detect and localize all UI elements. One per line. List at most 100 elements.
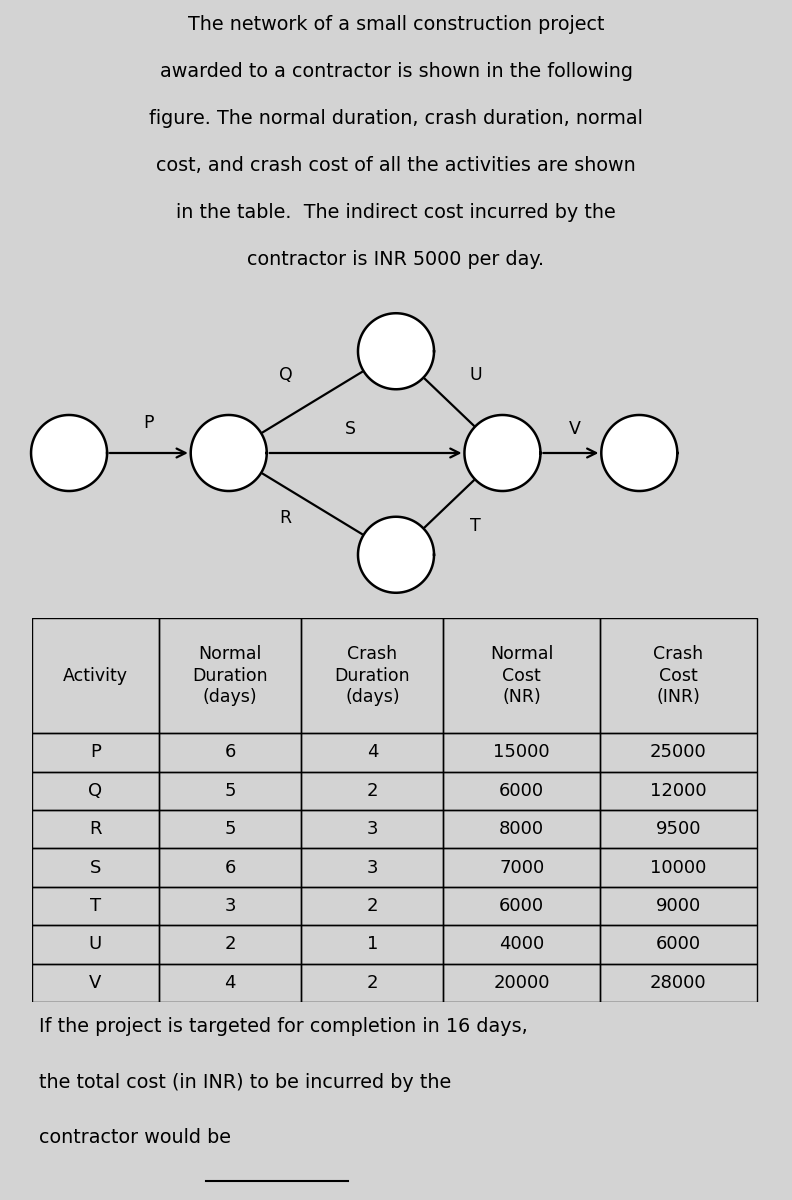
Text: 5: 5: [224, 821, 236, 838]
Text: 9500: 9500: [656, 821, 701, 838]
Bar: [159, 925, 301, 964]
Bar: [301, 618, 444, 733]
Text: 15000: 15000: [493, 743, 550, 761]
Text: S: S: [89, 859, 101, 876]
Text: R: R: [280, 509, 291, 527]
Bar: [32, 887, 159, 925]
Text: awarded to a contractor is shown in the following: awarded to a contractor is shown in the …: [159, 62, 633, 80]
Text: figure. The normal duration, crash duration, normal: figure. The normal duration, crash durat…: [149, 109, 643, 128]
Text: 1: 1: [367, 936, 378, 953]
Text: 9000: 9000: [656, 898, 701, 914]
Bar: [301, 772, 444, 810]
Text: 25000: 25000: [650, 743, 706, 761]
Text: 6: 6: [225, 743, 236, 761]
Text: cost, and crash cost of all the activities are shown: cost, and crash cost of all the activiti…: [156, 156, 636, 175]
Text: U: U: [470, 366, 482, 384]
Bar: [301, 733, 444, 772]
Bar: [301, 848, 444, 887]
Text: in the table.  The indirect cost incurred by the: in the table. The indirect cost incurred…: [176, 203, 616, 222]
Bar: [444, 848, 600, 887]
Bar: [444, 887, 600, 925]
Bar: [600, 964, 756, 1002]
Polygon shape: [358, 313, 434, 389]
Text: 4: 4: [224, 974, 236, 991]
Text: contractor would be: contractor would be: [39, 1128, 230, 1147]
Text: 4000: 4000: [499, 936, 544, 953]
Bar: [159, 733, 301, 772]
Text: 3: 3: [367, 821, 378, 838]
Bar: [159, 887, 301, 925]
Text: 6000: 6000: [499, 898, 544, 914]
Bar: [444, 772, 600, 810]
Bar: [159, 772, 301, 810]
Text: T: T: [470, 517, 482, 535]
Bar: [444, 733, 600, 772]
Bar: [32, 733, 159, 772]
Text: 3: 3: [224, 898, 236, 914]
Bar: [600, 772, 756, 810]
Text: Q: Q: [89, 782, 102, 799]
Polygon shape: [601, 415, 677, 491]
Text: T: T: [89, 898, 101, 914]
Text: If the project is targeted for completion in 16 days,: If the project is targeted for completio…: [39, 1016, 527, 1036]
Text: V: V: [89, 974, 101, 991]
Text: 2: 2: [367, 782, 378, 799]
Text: R: R: [89, 821, 101, 838]
Text: 2: 2: [367, 974, 378, 991]
Text: 7000: 7000: [499, 859, 544, 876]
Text: 6000: 6000: [499, 782, 544, 799]
Bar: [444, 810, 600, 848]
Bar: [159, 964, 301, 1002]
Text: 8000: 8000: [499, 821, 544, 838]
Polygon shape: [464, 415, 540, 491]
Text: Crash
Duration
(days): Crash Duration (days): [334, 646, 410, 706]
Text: 4: 4: [367, 743, 378, 761]
Bar: [444, 964, 600, 1002]
Text: S: S: [345, 420, 356, 438]
Text: Normal
Duration
(days): Normal Duration (days): [192, 646, 268, 706]
Bar: [159, 848, 301, 887]
Bar: [301, 925, 444, 964]
Polygon shape: [191, 415, 267, 491]
Text: contractor is INR 5000 per day.: contractor is INR 5000 per day.: [247, 250, 545, 269]
Text: Q: Q: [279, 366, 292, 384]
Text: 3: 3: [367, 859, 378, 876]
Text: P: P: [90, 743, 101, 761]
Bar: [444, 618, 600, 733]
Polygon shape: [31, 415, 107, 491]
Text: 10000: 10000: [650, 859, 706, 876]
Bar: [32, 925, 159, 964]
Bar: [301, 810, 444, 848]
Bar: [600, 733, 756, 772]
Text: V: V: [569, 420, 581, 438]
Text: 6000: 6000: [656, 936, 701, 953]
Text: 20000: 20000: [493, 974, 550, 991]
Bar: [159, 618, 301, 733]
Text: 6: 6: [225, 859, 236, 876]
Text: Normal
Cost
(NR): Normal Cost (NR): [490, 646, 554, 706]
Bar: [600, 925, 756, 964]
Bar: [600, 810, 756, 848]
Text: 28000: 28000: [650, 974, 706, 991]
Bar: [32, 848, 159, 887]
Bar: [301, 887, 444, 925]
Text: Activity: Activity: [63, 667, 128, 684]
Text: U: U: [89, 936, 102, 953]
Bar: [32, 810, 159, 848]
Text: P: P: [143, 414, 154, 432]
Bar: [600, 848, 756, 887]
Bar: [159, 810, 301, 848]
Text: The network of a small construction project: The network of a small construction proj…: [188, 14, 604, 34]
Bar: [600, 618, 756, 733]
Text: 12000: 12000: [650, 782, 706, 799]
Text: 2: 2: [224, 936, 236, 953]
Text: the total cost (in INR) to be incurred by the: the total cost (in INR) to be incurred b…: [39, 1073, 451, 1092]
Polygon shape: [358, 517, 434, 593]
Bar: [301, 964, 444, 1002]
Bar: [32, 964, 159, 1002]
Text: 5: 5: [224, 782, 236, 799]
Bar: [32, 618, 159, 733]
Text: 2: 2: [367, 898, 378, 914]
Bar: [444, 925, 600, 964]
Text: Crash
Cost
(INR): Crash Cost (INR): [653, 646, 703, 706]
